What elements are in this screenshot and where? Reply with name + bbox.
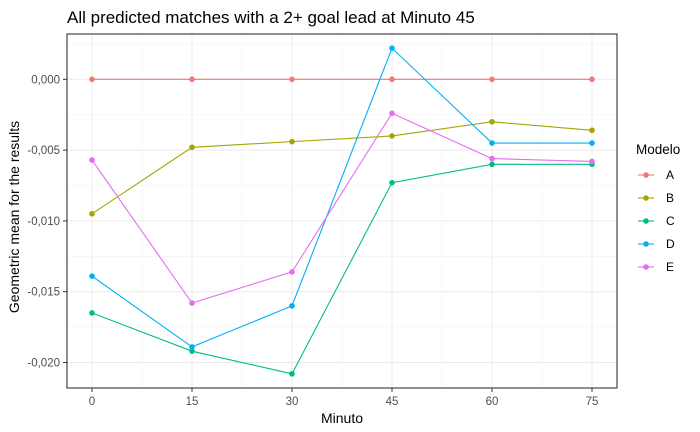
legend-label-d: D xyxy=(666,237,675,251)
series-line-b xyxy=(91,121,593,215)
data-point-a xyxy=(589,76,595,83)
data-point-b xyxy=(89,211,95,217)
data-point-b xyxy=(589,127,595,134)
legend-title: Modelo xyxy=(636,142,680,157)
data-point-b xyxy=(489,118,495,125)
data-point-d xyxy=(89,273,95,279)
data-point-e xyxy=(489,155,495,162)
legend-label-c: C xyxy=(666,214,675,228)
legend-key-point xyxy=(643,195,649,201)
y-tick-label: -0,010 xyxy=(27,216,60,228)
data-point-e xyxy=(289,269,295,275)
data-point-d xyxy=(389,45,395,51)
x-tick-label: 45 xyxy=(386,396,399,408)
data-point-a xyxy=(89,76,95,83)
series-line-d xyxy=(91,47,592,348)
x-tick-label: 75 xyxy=(586,396,599,408)
data-point-e xyxy=(589,158,595,165)
y-tick-label: -0,005 xyxy=(27,145,60,157)
x-tick-label: 0 xyxy=(89,396,95,408)
legend-label-b: B xyxy=(666,191,674,205)
data-point-b xyxy=(289,138,295,145)
data-point-c xyxy=(289,371,295,377)
legend-label-e: E xyxy=(666,260,674,274)
data-point-c xyxy=(489,161,495,168)
data-point-e xyxy=(189,300,195,306)
y-tick-label: -0,015 xyxy=(27,287,60,299)
data-point-d xyxy=(589,140,595,146)
x-tick-label: 60 xyxy=(486,396,499,408)
data-point-a xyxy=(189,76,195,83)
data-point-c xyxy=(89,310,95,316)
data-point-d xyxy=(189,344,195,350)
data-point-b xyxy=(389,133,395,139)
data-point-a xyxy=(289,76,295,83)
y-tick-label: 0,000 xyxy=(31,74,60,86)
plot-panel xyxy=(66,33,618,389)
data-point-b xyxy=(189,144,195,151)
data-point-a xyxy=(389,76,395,83)
data-point-d xyxy=(489,140,495,146)
x-tick-label: 15 xyxy=(186,396,199,408)
legend-key-point xyxy=(643,264,649,270)
legend-key-point xyxy=(643,218,649,224)
x-axis: 0 15 30 45 60 75 xyxy=(89,388,599,408)
panel-border xyxy=(66,33,618,389)
chart-title: All predicted matches with a 2+ goal lea… xyxy=(67,8,475,27)
series-line-c xyxy=(91,163,592,375)
data-point-c xyxy=(389,179,395,186)
data-point-c xyxy=(189,348,195,354)
legend-key-point xyxy=(643,172,649,178)
y-axis-title: Geometric mean for the results xyxy=(6,121,22,313)
x-tick-label: 30 xyxy=(286,396,299,408)
data-point-e xyxy=(389,110,395,117)
y-tick-label: -0,020 xyxy=(27,358,60,370)
data-point-d xyxy=(289,303,295,309)
legend-key-point xyxy=(643,241,649,247)
legend-label-a: A xyxy=(666,168,674,182)
series-line-e xyxy=(91,112,593,304)
data-point-e xyxy=(89,157,95,163)
x-axis-title: Minuto xyxy=(321,410,363,426)
y-axis: 0,000 -0,005 -0,010 -0,015 -0,020 xyxy=(27,74,67,370)
data-point-a xyxy=(489,76,495,83)
